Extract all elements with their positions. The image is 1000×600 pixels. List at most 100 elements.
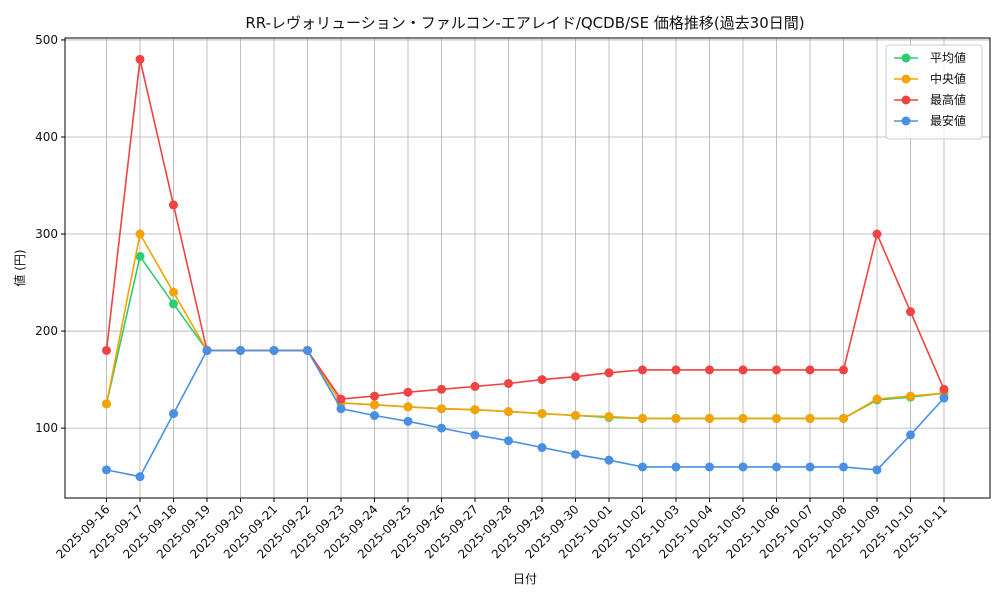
data-point: [370, 391, 379, 401]
data-point: [738, 462, 748, 472]
data-point: [805, 462, 815, 472]
data-point: [102, 465, 111, 475]
data-point: [169, 287, 178, 297]
y-tick-label: 300: [35, 227, 58, 241]
legend-label: 最高値: [930, 92, 966, 107]
legend-label: 最安値: [930, 113, 966, 128]
data-point: [370, 400, 379, 410]
data-point: [135, 229, 145, 239]
data-point: [135, 472, 145, 482]
data-point: [169, 299, 178, 309]
y-tick-label: 200: [35, 324, 58, 338]
data-point: [604, 411, 614, 421]
data-point: [403, 402, 413, 412]
series-line: [106, 349, 945, 478]
data-point: [102, 345, 111, 355]
data-point: [470, 405, 480, 415]
data-point: [939, 384, 949, 394]
data-point: [939, 393, 949, 403]
data-point: [671, 462, 681, 472]
legend-entry: 中央値: [894, 71, 966, 86]
data-point: [839, 462, 848, 472]
data-point: [470, 381, 480, 391]
data-point: [638, 462, 647, 472]
data-point: [269, 345, 279, 355]
data-point: [638, 413, 647, 423]
data-point: [906, 307, 915, 317]
data-point: [537, 409, 547, 419]
y-tick-label: 100: [35, 421, 58, 435]
data-point: [772, 462, 781, 472]
data-point: [470, 430, 480, 440]
data-point: [403, 387, 413, 397]
data-point: [370, 411, 379, 421]
data-point: [738, 413, 748, 423]
legend-label: 平均値: [930, 50, 966, 65]
data-point: [102, 399, 111, 409]
data-point: [705, 413, 714, 423]
data-point: [671, 365, 681, 375]
data-point: [839, 365, 848, 375]
data-point: [872, 229, 882, 239]
data-point: [537, 443, 547, 453]
data-point: [169, 200, 178, 210]
data-point: [805, 365, 815, 375]
data-point: [772, 365, 781, 375]
data-point: [504, 378, 513, 388]
y-axis-label: 値 (円): [12, 249, 27, 286]
data-point: [604, 455, 614, 465]
data-point: [671, 413, 681, 423]
x-axis-label: 日付: [513, 572, 537, 586]
series-3: [102, 345, 949, 482]
series-1: [102, 229, 949, 423]
data-point: [738, 365, 748, 375]
data-point: [504, 436, 513, 446]
legend-marker: [901, 116, 911, 126]
data-point: [202, 345, 212, 355]
legend-box: [885, 44, 983, 140]
data-point: [135, 54, 145, 64]
chart-title: RR-レヴォリューション・ファルコン-エアレイド/QCDB/SE 価格推移(過去…: [245, 14, 804, 32]
data-point: [236, 345, 245, 355]
data-point: [906, 391, 915, 401]
series-line: [105, 231, 945, 420]
data-point: [437, 423, 446, 433]
series-0: [102, 251, 949, 423]
legend-entry: 最安値: [894, 113, 966, 128]
data-point: [437, 384, 446, 394]
data-point: [537, 375, 547, 385]
data-point: [906, 430, 915, 440]
y-tick-label: 400: [35, 130, 58, 144]
data-point: [705, 462, 714, 472]
data-point: [437, 404, 446, 414]
data-point: [303, 345, 312, 355]
legend-entry: 最高値: [894, 92, 966, 107]
legend-marker: [901, 53, 911, 63]
legend-marker: [901, 74, 911, 84]
series-line: [105, 59, 945, 400]
data-point: [403, 416, 413, 426]
data-point: [571, 411, 580, 421]
data-point: [571, 449, 580, 459]
data-point: [504, 407, 513, 417]
data-point: [571, 372, 580, 382]
data-point: [135, 251, 145, 261]
legend-entry: 平均値: [894, 50, 966, 65]
axes: 2025-09-162025-09-172025-09-182025-09-19…: [35, 33, 950, 562]
grid: [65, 38, 990, 498]
legend-label: 中央値: [930, 71, 966, 86]
data-point: [336, 404, 346, 414]
legend-marker: [901, 95, 911, 105]
data-point: [839, 413, 848, 423]
data-point: [772, 413, 781, 423]
data-point: [872, 465, 882, 475]
data-point: [169, 409, 178, 419]
series-layer: [102, 54, 949, 482]
data-point: [872, 394, 882, 404]
data-point: [705, 365, 714, 375]
plot-frame: [64, 37, 991, 499]
series-line: [105, 254, 945, 420]
y-tick-label: 500: [35, 33, 58, 47]
